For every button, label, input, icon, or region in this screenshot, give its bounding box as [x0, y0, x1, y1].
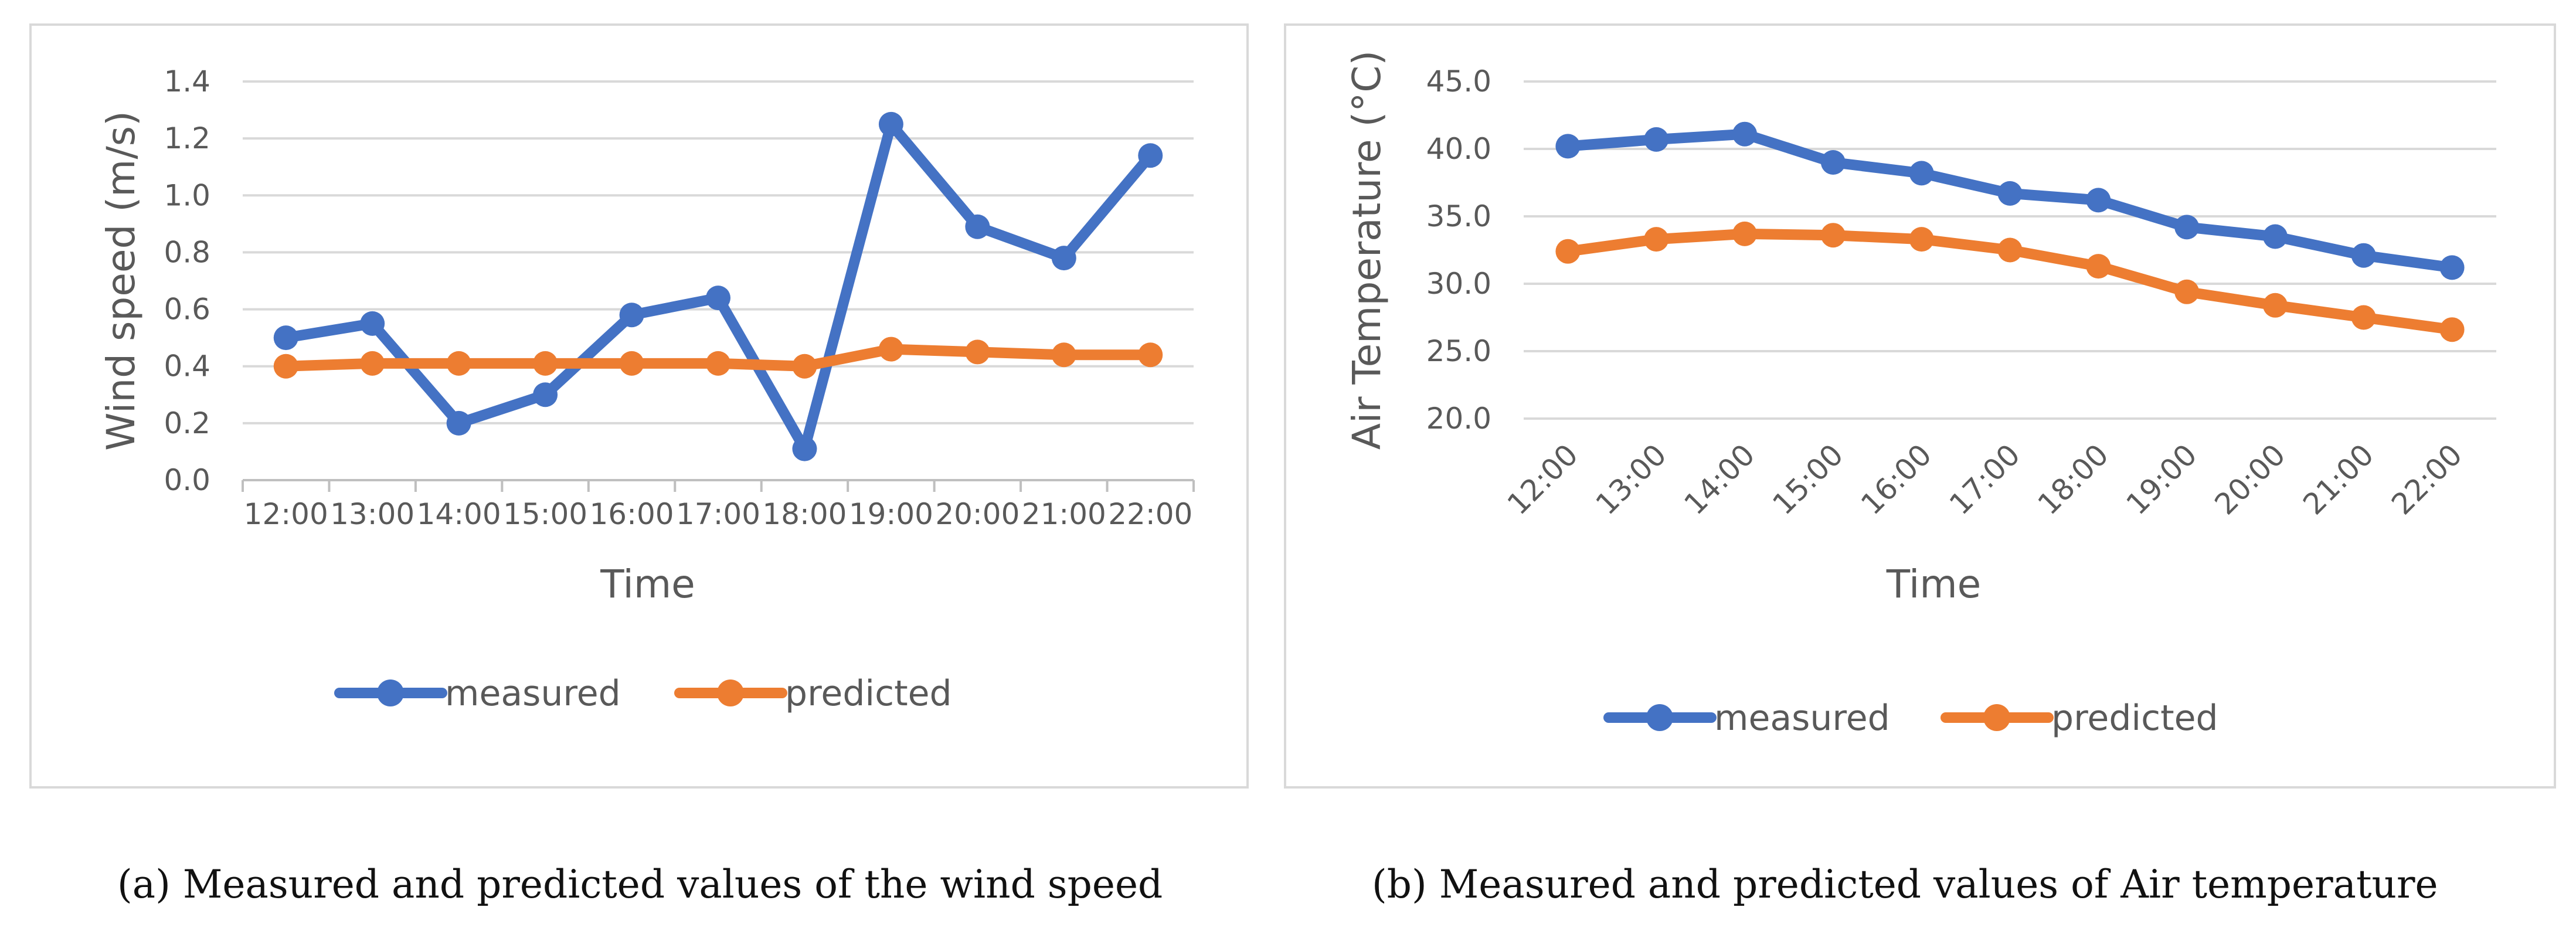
data-point-predicted: [619, 351, 644, 376]
data-point-predicted: [2351, 305, 2376, 330]
data-point-measured: [2439, 255, 2465, 280]
x-tick-label: 18:00: [762, 497, 847, 531]
x-tick-label: 15:00: [1766, 437, 1850, 521]
data-point-measured: [2086, 188, 2111, 213]
data-point-measured: [533, 382, 558, 407]
y-axis-title: Air Temperature (°C): [1344, 50, 1389, 450]
y-tick-label: 0.2: [164, 406, 210, 440]
data-point-measured: [1820, 150, 1846, 175]
x-tick-label: 20:00: [935, 497, 1019, 531]
legend-label-measured: measured: [1714, 698, 1890, 739]
x-tick-label: 19:00: [849, 497, 933, 531]
data-point-measured: [1138, 143, 1163, 168]
data-point-predicted: [1732, 221, 1758, 246]
data-point-predicted: [273, 354, 298, 379]
y-tick-label: 30.0: [1426, 267, 1491, 301]
legend-marker-measured: [377, 679, 404, 706]
chart-panel-air-temperature: 20.0 25.0 30.0 35.0 40.0 45.0 12:00 13:00 14:00 1…: [1284, 23, 2556, 789]
x-tick-label: 22:00: [1108, 497, 1192, 531]
x-axis-title: Time: [600, 562, 695, 607]
y-tick-label: 0.8: [164, 235, 210, 269]
data-point-predicted: [1644, 227, 1669, 252]
x-tick-label: 16:00: [589, 497, 674, 531]
x-tick-label: 19:00: [2120, 437, 2204, 521]
y-tick-label: 20.0: [1426, 402, 1491, 436]
data-point-predicted: [1997, 237, 2023, 263]
data-point-predicted: [360, 351, 385, 376]
data-point-measured: [1051, 246, 1076, 271]
data-point-measured: [619, 303, 644, 328]
legend-marker-predicted: [717, 679, 744, 706]
y-tick-label: 0.0: [164, 463, 210, 497]
x-tick-label: 20:00: [2208, 437, 2292, 521]
data-point-predicted: [878, 337, 903, 362]
legend-label-predicted: predicted: [2051, 698, 2218, 739]
x-tick-label: 21:00: [1022, 497, 1106, 531]
x-tick-label: 14:00: [417, 497, 501, 531]
data-point-measured: [360, 311, 385, 336]
legend-marker-measured: [1646, 704, 1673, 731]
data-point-predicted: [2262, 293, 2288, 318]
data-point-measured: [965, 214, 990, 239]
chart-panel-wind-speed: 0.0 0.2 0.4 0.6 0.8 1.0 1.2 1.4 12:00 13:00 14:00 1…: [29, 23, 1249, 789]
data-point-predicted: [2174, 279, 2200, 304]
data-point-measured: [1555, 134, 1581, 159]
x-tick-label: 16:00: [1854, 437, 1938, 521]
y-tick-label: 0.6: [164, 293, 210, 327]
data-point-predicted: [1138, 342, 1163, 368]
wind-speed-chart: 0.00.20.40.60.81.01.21.412:00 13:00 14:00 1…: [98, 64, 1195, 714]
legend-marker-predicted: [1983, 704, 2010, 731]
y-tick-label: 25.0: [1426, 334, 1491, 368]
data-point-predicted: [1820, 223, 1846, 248]
x-tick-label: 15:00: [503, 497, 587, 531]
y-tick-label: 1.2: [164, 121, 210, 155]
data-point-measured: [2351, 243, 2376, 268]
y-axis-title: Wind speed (m/s): [98, 111, 144, 451]
y-tick-label: 0.4: [164, 349, 210, 383]
data-point-measured: [1909, 161, 1934, 186]
data-point-predicted: [965, 339, 990, 365]
x-tick-label: 18:00: [2031, 437, 2115, 521]
caption-wind-speed: (a) Measured and predicted values of the…: [117, 862, 1163, 907]
data-point-predicted: [792, 354, 817, 379]
x-tick-label: 17:00: [1943, 437, 2027, 521]
y-tick-label: 1.0: [164, 178, 210, 212]
data-point-predicted: [446, 351, 471, 376]
data-point-measured: [1732, 121, 1758, 147]
x-tick-label: 21:00: [2296, 437, 2380, 521]
legend-label-predicted: predicted: [785, 673, 952, 714]
y-tick-label: 1.4: [164, 64, 210, 98]
legend-label-measured: measured: [445, 673, 621, 714]
data-point-predicted: [2439, 317, 2465, 342]
data-point-predicted: [1051, 342, 1076, 368]
data-point-measured: [878, 111, 903, 137]
data-point-predicted: [706, 351, 730, 376]
x-tick-label: 13:00: [1589, 437, 1673, 521]
x-tick-label: 13:00: [330, 497, 414, 531]
x-tick-label: 17:00: [676, 497, 760, 531]
y-tick-label: 45.0: [1426, 64, 1491, 98]
data-point-measured: [2262, 224, 2288, 249]
x-tick-label: 12:00: [1501, 437, 1585, 521]
data-point-measured: [273, 325, 298, 351]
caption-air-temperature: (b) Measured and predicted values of Air…: [1372, 862, 2438, 907]
data-point-measured: [2174, 215, 2200, 240]
data-point-measured: [1997, 181, 2023, 206]
data-point-predicted: [2086, 254, 2111, 279]
data-point-measured: [1644, 127, 1669, 152]
data-point-measured: [792, 436, 817, 461]
y-tick-label: 40.0: [1426, 132, 1491, 166]
x-tick-label: 12:00: [244, 497, 328, 531]
data-point-measured: [706, 286, 730, 311]
air-temperature-chart: 20.025.030.035.040.045.012:00 13:00 14:00 1…: [1344, 50, 2496, 739]
x-tick-label: 14:00: [1678, 437, 1762, 521]
x-axis-title: Time: [1886, 562, 1982, 607]
data-point-measured: [446, 410, 471, 436]
data-point-predicted: [1909, 227, 1934, 252]
x-tick-label: 22:00: [2385, 437, 2469, 521]
data-point-predicted: [1555, 239, 1581, 264]
y-tick-label: 35.0: [1426, 199, 1491, 233]
data-point-predicted: [533, 351, 558, 376]
